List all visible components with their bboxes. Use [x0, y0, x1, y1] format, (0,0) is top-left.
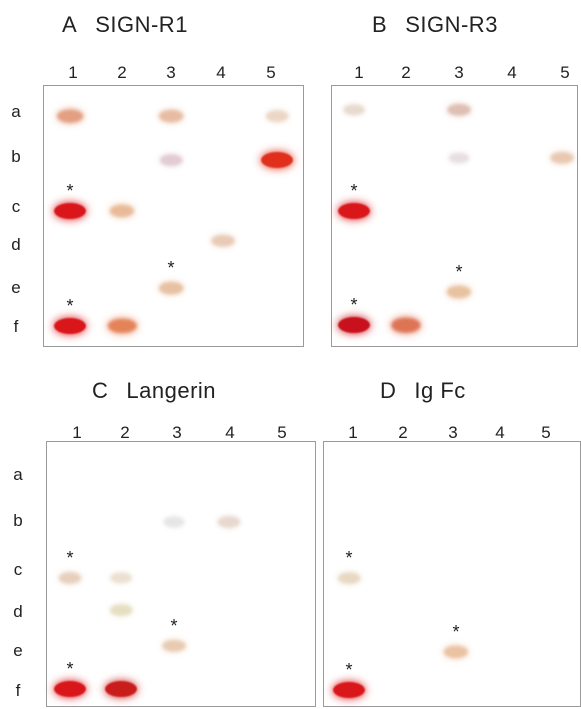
row-label: d — [11, 235, 21, 254]
column-label: 2 — [117, 63, 127, 82]
blot-spot — [163, 516, 185, 528]
row-label: b — [11, 147, 21, 166]
panel-letter: B — [372, 12, 388, 37]
blot-spot — [159, 282, 183, 294]
row-label: f — [15, 681, 21, 700]
asterisk-marker: * — [455, 262, 463, 282]
column-label: 1 — [72, 423, 82, 442]
blot-spot — [443, 645, 469, 659]
asterisk-marker: * — [66, 181, 74, 201]
blot-spot — [338, 203, 370, 219]
column-label: 1 — [354, 63, 364, 82]
row-label: c — [13, 560, 23, 579]
column-label: 1 — [348, 423, 358, 442]
blot-spot — [105, 681, 137, 697]
blot-spot — [162, 640, 186, 652]
blot-spot — [57, 109, 83, 123]
blot-spot — [107, 318, 137, 334]
row-label: c — [11, 197, 21, 216]
row-label: f — [13, 317, 19, 336]
row-label: e — [11, 278, 21, 297]
asterisk-marker: * — [345, 660, 353, 680]
column-label: 4 — [507, 63, 517, 82]
asterisk-marker: * — [350, 295, 358, 315]
blot-spot — [338, 572, 360, 584]
panel-title: A SIGN-R1 — [62, 12, 188, 38]
blot-spot — [391, 317, 421, 333]
asterisk-marker: * — [170, 616, 178, 636]
blot-spot — [550, 152, 574, 164]
row-label: a — [13, 465, 23, 484]
panel-title: B SIGN-R3 — [372, 12, 498, 38]
column-label: 3 — [448, 423, 458, 442]
panel-name: Ig Fc — [414, 378, 466, 403]
blot-spot — [446, 285, 472, 299]
column-label: 2 — [401, 63, 411, 82]
panel-letter: A — [62, 12, 78, 37]
asterisk-marker: * — [66, 659, 74, 679]
column-label: 3 — [454, 63, 464, 82]
blot-spot — [58, 572, 82, 584]
asterisk-marker: * — [167, 258, 175, 278]
blot-spot — [110, 572, 132, 584]
blot-membrane — [46, 441, 316, 707]
blot-spot — [159, 110, 183, 122]
row-label: d — [13, 602, 23, 621]
asterisk-marker: * — [345, 548, 353, 568]
blot-membrane — [331, 85, 578, 347]
column-label: 5 — [266, 63, 276, 82]
blot-spot — [217, 516, 241, 528]
asterisk-marker: * — [452, 622, 460, 642]
blot-spot — [211, 235, 235, 247]
row-label: b — [13, 511, 23, 530]
blot-spot — [338, 317, 370, 333]
column-label: 1 — [68, 63, 78, 82]
blot-membrane — [323, 441, 581, 707]
row-label: a — [11, 102, 21, 121]
panel-title: C Langerin — [92, 378, 216, 404]
asterisk-marker: * — [66, 296, 74, 316]
blot-spot — [333, 682, 365, 698]
column-label: 5 — [560, 63, 570, 82]
asterisk-marker: * — [66, 548, 74, 568]
blot-membrane — [43, 85, 304, 347]
blot-spot — [266, 110, 288, 122]
blot-spot — [54, 681, 86, 697]
column-label: 5 — [277, 423, 287, 442]
column-label: 3 — [166, 63, 176, 82]
column-label: 4 — [495, 423, 505, 442]
blot-spot — [54, 318, 86, 334]
asterisk-marker: * — [350, 181, 358, 201]
column-label: 5 — [541, 423, 551, 442]
panel-letter: C — [92, 378, 109, 403]
panel-name: SIGN-R3 — [405, 12, 498, 37]
blot-spot — [448, 152, 470, 164]
column-label: 3 — [172, 423, 182, 442]
column-label: 2 — [120, 423, 130, 442]
blot-spot — [447, 104, 471, 116]
column-label: 2 — [398, 423, 408, 442]
column-label: 4 — [225, 423, 235, 442]
blot-spot — [54, 203, 86, 219]
row-label: e — [13, 641, 23, 660]
blot-spot — [261, 152, 293, 168]
panel-name: SIGN-R1 — [95, 12, 188, 37]
blot-spot — [343, 104, 365, 116]
blot-spot — [160, 154, 182, 166]
panel-title: D Ig Fc — [380, 378, 466, 404]
column-label: 4 — [216, 63, 226, 82]
panel-letter: D — [380, 378, 397, 403]
blot-spot — [109, 204, 135, 218]
blot-spot — [110, 604, 132, 616]
panel-name: Langerin — [126, 378, 217, 403]
